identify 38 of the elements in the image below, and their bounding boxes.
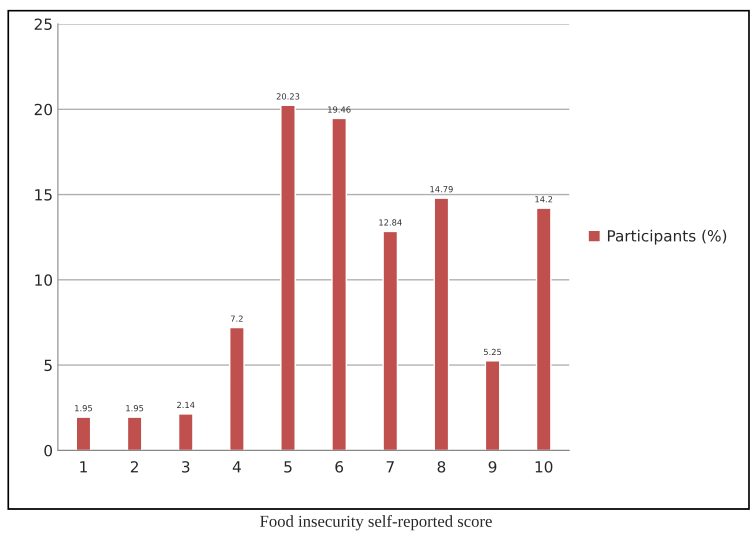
bar [126,416,142,450]
x-tick-label: 4 [232,461,241,472]
bar [382,230,398,450]
bar [331,118,348,450]
x-tick-label: 8 [438,461,446,473]
data-label: 1.95 [126,405,144,412]
data-label: 7.2 [230,315,243,322]
x-tick-label: 3 [182,461,190,473]
x-tick-label: 1 [80,461,87,472]
x-tick-label: 7 [386,461,394,472]
y-tick-label: 0 [44,444,52,456]
data-label: 19.46 [328,106,351,113]
bar [536,207,552,450]
y-tick-label: 25 [34,18,52,30]
bar [178,413,194,450]
y-tick-label: 20 [34,104,52,116]
data-label: 5.25 [484,348,502,356]
data-label: 20.23 [276,93,300,100]
bar [434,197,450,450]
bar [484,360,500,450]
data-label: 1.95 [75,405,92,412]
bar [76,416,92,450]
x-tick-label: 9 [488,461,496,473]
y-tick-label: 5 [44,360,52,372]
x-axis-title: Food insecurity self-reported score [260,515,492,530]
bar [280,104,296,450]
y-tick-label: 10 [35,274,52,286]
x-tick-label: 10 [536,461,552,473]
data-label: 12.84 [379,219,402,226]
x-tick-label: 5 [284,461,292,473]
x-tick-label: 2 [130,461,138,472]
y-tick-label: 15 [35,189,52,201]
legend-label: Participants (%) [608,230,726,245]
data-label: 14.79 [430,186,453,192]
bar [229,326,245,450]
data-label: 14.2 [535,196,552,202]
data-label: 2.14 [177,402,195,408]
x-tick-label: 6 [335,461,344,473]
